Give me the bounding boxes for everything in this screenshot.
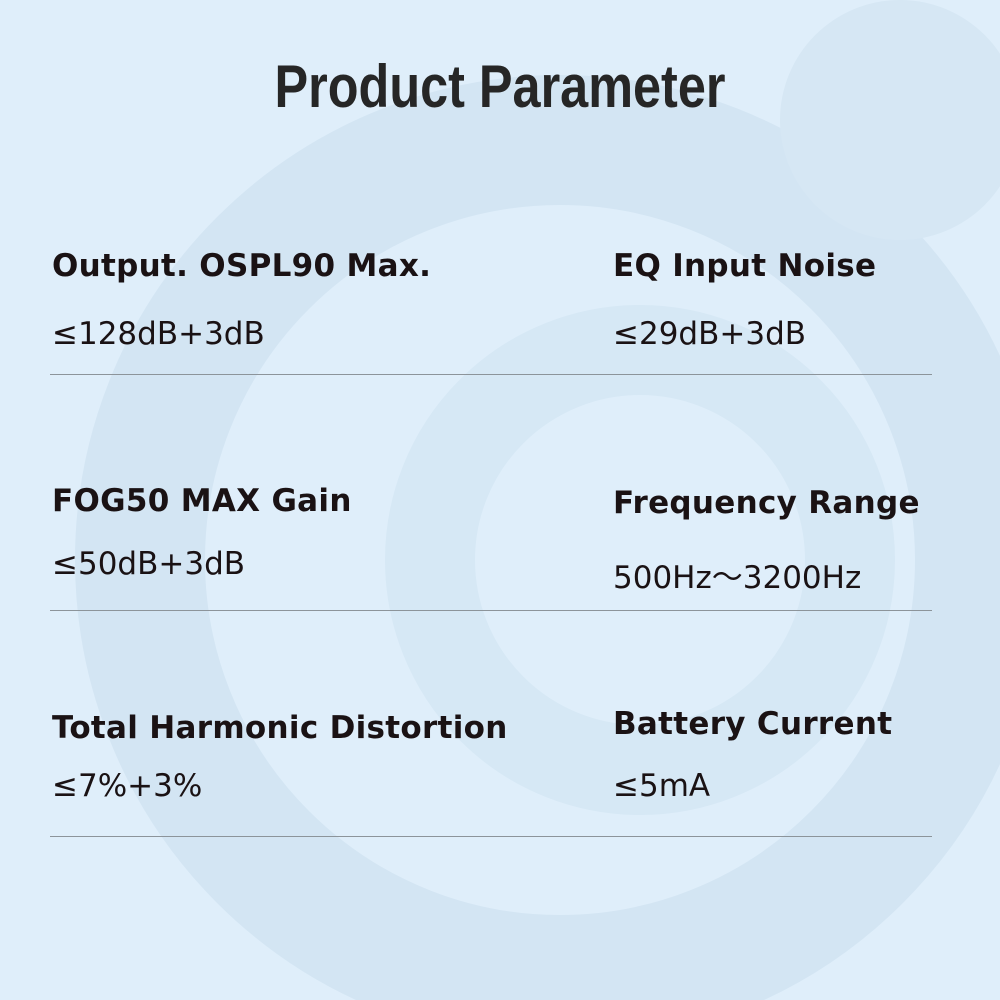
param-value-gain: ≤50dB+3dB [52,546,246,582]
param-value-frequency: 500Hz～3200Hz [613,560,862,596]
param-value-battery: ≤5mA [613,768,711,804]
divider [50,836,932,837]
param-label-battery: Battery Current [613,706,893,742]
param-label-thd: Total Harmonic Distortion [52,710,508,746]
param-label-frequency: Frequency Range [613,485,920,521]
divider [50,610,932,611]
param-value-thd: ≤7%+3% [52,768,203,804]
param-label-output: Output. OSPL90 Max. [52,248,432,284]
param-value-output: ≤128dB+3dB [52,316,265,352]
param-label-gain: FOG50 MAX Gain [52,483,352,519]
divider [50,374,932,375]
param-value-eq-noise: ≤29dB+3dB [613,316,807,352]
page-title: Product Parameter [274,53,726,120]
param-label-eq-noise: EQ Input Noise [613,248,877,284]
